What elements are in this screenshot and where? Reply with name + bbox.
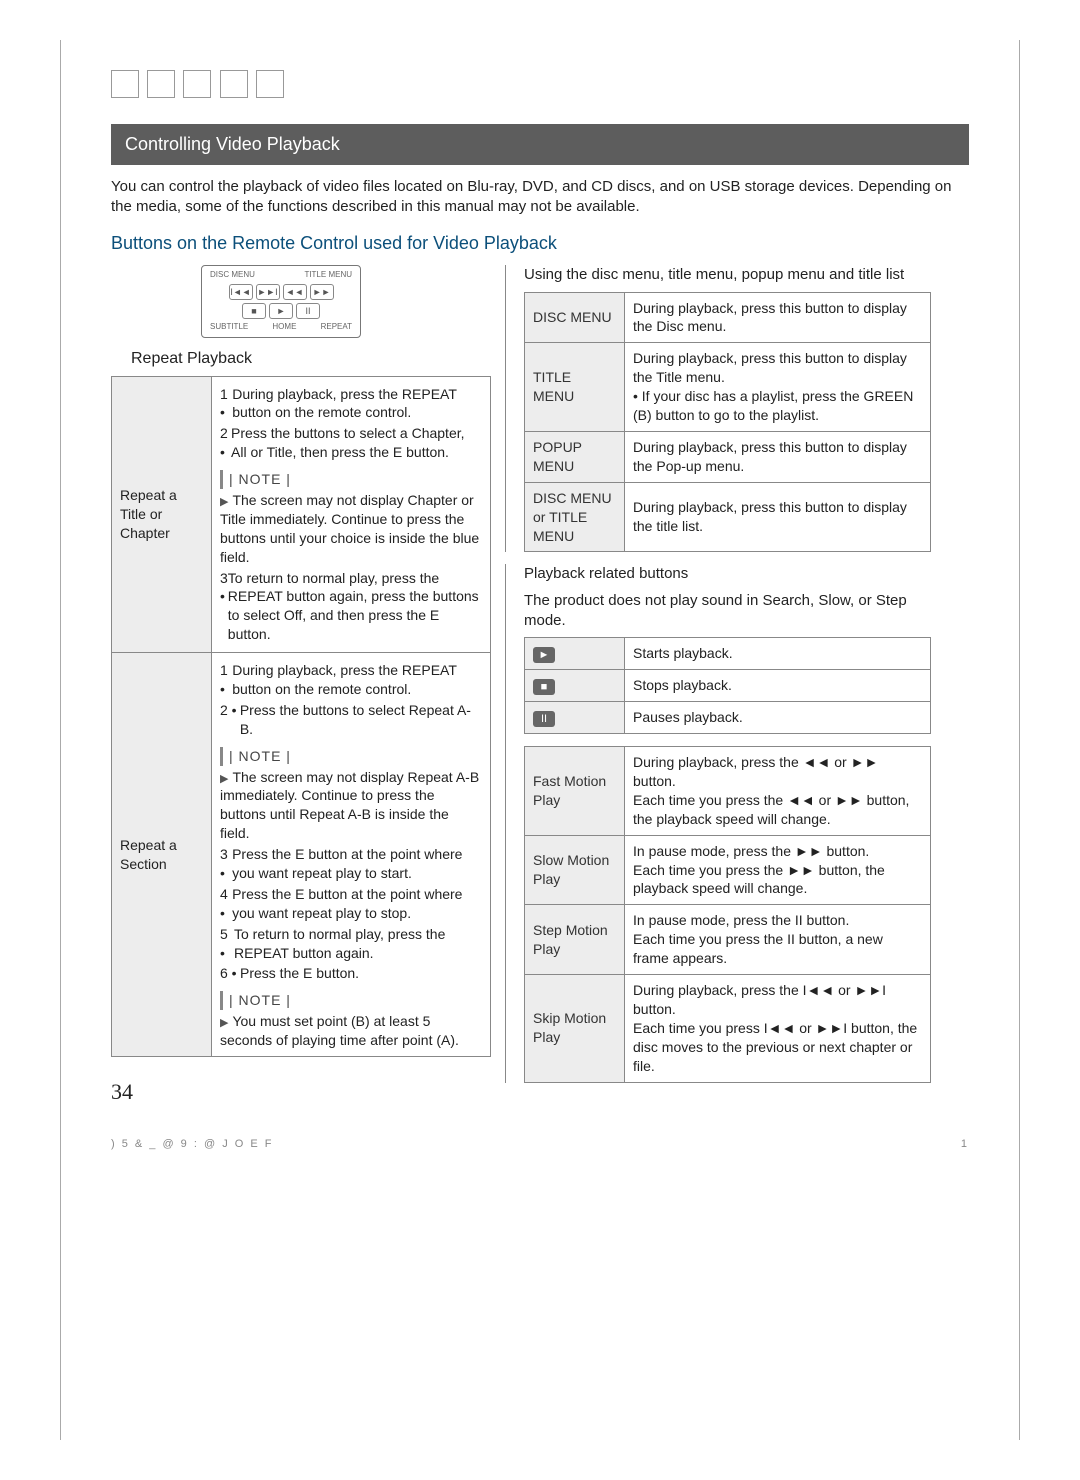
pause-icon: II <box>533 711 555 727</box>
skip-back-icon: I◄◄ <box>229 284 253 300</box>
cell-value: In pause mode, press the ►► button. Each… <box>625 835 931 905</box>
remote-label: HOME <box>272 322 296 333</box>
step-text: During playback, press the REPEAT button… <box>232 661 482 699</box>
row-content: 1 •During playback, press the REPEAT but… <box>212 376 491 653</box>
section-title-bar: Controlling Video Playback <box>111 124 969 164</box>
intro-text: You can control the playback of video fi… <box>111 177 969 218</box>
header-box <box>111 70 139 98</box>
repeat-playback-label: Repeat Playback <box>131 348 491 370</box>
header-box <box>147 70 175 98</box>
note-body: The screen may not display Repeat A-B im… <box>220 769 479 842</box>
cell-key: POPUP MENU <box>525 431 625 482</box>
step-text: Press the E button. <box>240 964 359 983</box>
cell-value: Starts playback. <box>625 638 931 670</box>
step-text: Press the buttons to select a Chapter, A… <box>231 424 482 462</box>
note-body: The screen may not display Chapter or Ti… <box>220 492 479 565</box>
play-icon: ► <box>269 303 293 319</box>
pause-icon: II <box>296 303 320 319</box>
table-row: Slow Motion Play In pause mode, press th… <box>525 835 931 905</box>
footer-right: 1 <box>961 1137 969 1152</box>
triangle-icon: ▶ <box>220 773 228 785</box>
table-row: Repeat a Section 1 •During playback, pre… <box>112 653 491 1057</box>
note-label: | NOTE | <box>220 991 291 1010</box>
table-row: ■ Stops playback. <box>525 670 931 702</box>
row-label: Repeat a Title or Chapter <box>112 376 212 653</box>
cell-value: Stops playback. <box>625 670 931 702</box>
cell-key: II <box>525 702 625 734</box>
cell-key: Fast Motion Play <box>525 747 625 836</box>
cell-key: ► <box>525 638 625 670</box>
remote-label: SUBTITLE <box>210 322 248 333</box>
rewind-icon: ◄◄ <box>283 284 307 300</box>
footer-left: ) 5 & _ @ 9 : @ J O E F <box>111 1137 273 1152</box>
cell-value: During playback, press this button to di… <box>625 482 931 552</box>
bracket-title: Playback related buttons <box>524 564 931 584</box>
ffwd-icon: ►► <box>310 284 334 300</box>
table-row: II Pauses playback. <box>525 702 931 734</box>
cell-value: During playback, press the ◄◄ or ►► butt… <box>625 747 931 836</box>
cell-value: During playback, press the I◄◄ or ►►I bu… <box>625 975 931 1082</box>
cell-key: Slow Motion Play <box>525 835 625 905</box>
header-boxes <box>111 70 969 104</box>
table-row: DISC MENU During playback, press this bu… <box>525 292 931 343</box>
menu-table: DISC MENU During playback, press this bu… <box>524 292 931 553</box>
stop-icon: ■ <box>533 679 555 695</box>
remote-label: TITLE MENU <box>304 270 352 281</box>
cell-value: In pause mode, press the II button. Each… <box>625 905 931 975</box>
cell-value: During playback, press this button to di… <box>625 292 931 343</box>
cell-key: DISC MENU <box>525 292 625 343</box>
bracket-subtext: The product does not play sound in Searc… <box>524 591 931 632</box>
step-text: Press the E button at the point where yo… <box>232 845 482 883</box>
header-box <box>183 70 211 98</box>
repeat-table: Repeat a Title or Chapter 1 •During play… <box>111 376 491 1058</box>
motion-table: Fast Motion Play During playback, press … <box>524 746 931 1082</box>
remote-label: DISC MENU <box>210 270 255 281</box>
triangle-icon: ▶ <box>220 496 228 508</box>
table-row: DISC MENU or TITLE MENU During playback,… <box>525 482 931 552</box>
table-row: Repeat a Title or Chapter 1 •During play… <box>112 376 491 653</box>
bracket-group-2: Playback related buttons The product doe… <box>505 564 931 1082</box>
table-row: Fast Motion Play During playback, press … <box>525 747 931 836</box>
step-text: During playback, press the REPEAT button… <box>232 385 482 423</box>
remote-diagram: DISC MENU TITLE MENU I◄◄ ►►I ◄◄ ►► ■ ► I… <box>201 265 361 338</box>
note-label: | NOTE | <box>220 470 291 489</box>
table-row: TITLE MENU During playback, press this b… <box>525 343 931 432</box>
table-row: ► Starts playback. <box>525 638 931 670</box>
bracket-title: Using the disc menu, title menu, popup m… <box>524 265 931 285</box>
subsection-heading: Buttons on the Remote Control used for V… <box>111 231 969 255</box>
note-body: You must set point (B) at least 5 second… <box>220 1013 459 1048</box>
cell-key: TITLE MENU <box>525 343 625 432</box>
row-content: 1 •During playback, press the REPEAT but… <box>212 653 491 1057</box>
cell-key: DISC MENU or TITLE MENU <box>525 482 625 552</box>
header-box <box>220 70 248 98</box>
cell-key: Skip Motion Play <box>525 975 625 1082</box>
skip-fwd-icon: ►►I <box>256 284 280 300</box>
cell-key: ■ <box>525 670 625 702</box>
cell-value: During playback, press this button to di… <box>625 343 931 432</box>
row-label: Repeat a Section <box>112 653 212 1057</box>
cell-value: During playback, press this button to di… <box>625 431 931 482</box>
table-row: POPUP MENU During playback, press this b… <box>525 431 931 482</box>
step-text: Press the E button at the point where yo… <box>232 885 482 923</box>
step-text: Press the buttons to select Repeat A-B. <box>240 701 482 739</box>
page: Controlling Video Playback You can contr… <box>60 40 1020 1440</box>
note-label: | NOTE | <box>220 747 291 766</box>
table-row: Skip Motion Play During playback, press … <box>525 975 931 1082</box>
footer: ) 5 & _ @ 9 : @ J O E F 1 <box>111 1137 969 1152</box>
page-number-value: 34 <box>111 1079 133 1104</box>
cell-key: Step Motion Play <box>525 905 625 975</box>
step-text: To return to normal play, press the REPE… <box>234 925 482 963</box>
step-text: To return to normal play, press the REPE… <box>228 569 482 645</box>
table-row: Step Motion Play In pause mode, press th… <box>525 905 931 975</box>
remote-label: REPEAT <box>321 322 352 333</box>
triangle-icon: ▶ <box>220 1017 228 1029</box>
header-box <box>256 70 284 98</box>
bracket-group-1: Using the disc menu, title menu, popup m… <box>505 265 931 552</box>
play-icon: ► <box>533 647 555 663</box>
cell-value: Pauses playback. <box>625 702 931 734</box>
playback-icon-table: ► Starts playback. ■ Stops playback. II … <box>524 637 931 734</box>
stop-icon: ■ <box>242 303 266 319</box>
